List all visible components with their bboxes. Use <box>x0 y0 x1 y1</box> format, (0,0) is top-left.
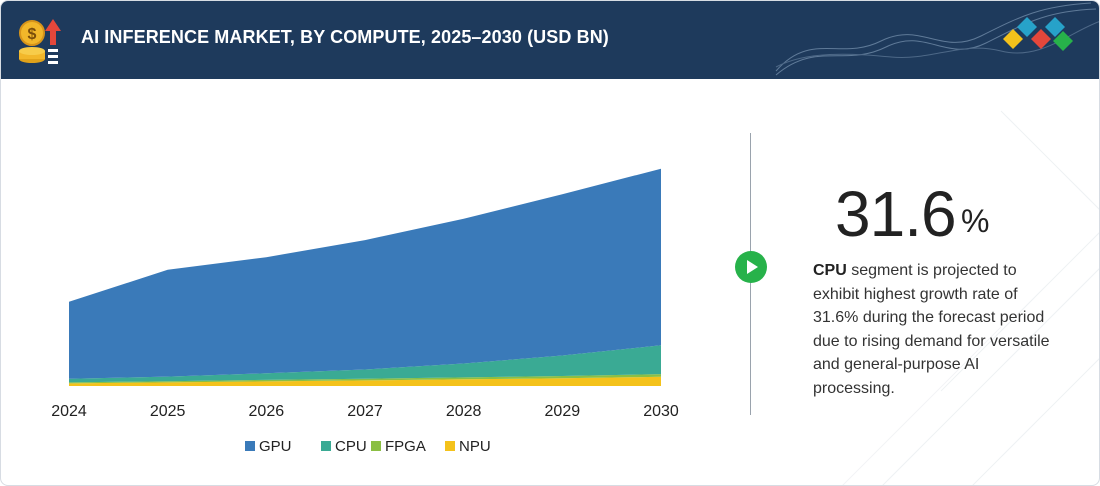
legend-item-cpu: CPU <box>321 438 367 455</box>
legend-label: CPU <box>335 438 367 455</box>
background-decoration <box>842 110 1099 485</box>
legend-swatch <box>371 441 381 451</box>
highlight-value: 31.6 <box>835 178 957 250</box>
area-cpu <box>69 345 661 383</box>
x-tick-label: 2028 <box>446 403 482 420</box>
decorative-wave-lines <box>775 2 1099 76</box>
x-tick-label: 2025 <box>150 403 186 420</box>
svg-text:$: $ <box>28 26 37 43</box>
legend-label: GPU <box>259 438 292 455</box>
area-gpu <box>69 168 661 379</box>
legend-item-npu: NPU <box>445 438 491 455</box>
legend-swatch <box>245 441 255 451</box>
chart-title: AI INFERENCE MARKET, BY COMPUTE, 2025–20… <box>81 27 609 47</box>
header-bar: $ AI INFERENCE MARKET, BY COMPUTE, 2025–… <box>1 1 1099 79</box>
highlight-description: CPU segment is projected to exhibit high… <box>813 259 1063 400</box>
stacked-area-chart: 2024 2025 2026 2027 2028 2029 2030 GPU CPU FPGA NP… <box>51 168 679 455</box>
x-tick-label: 2027 <box>347 403 383 420</box>
x-tick-label: 2029 <box>545 403 581 420</box>
legend-item-fpga: FPGA <box>371 438 426 455</box>
x-tick-label: 2024 <box>51 403 87 420</box>
legend-item-gpu: GPU <box>245 438 292 455</box>
legend-swatch <box>445 441 455 451</box>
legend-swatch <box>321 441 331 451</box>
legend-label: NPU <box>459 438 491 455</box>
legend-label: FPGA <box>385 438 426 455</box>
brand-logo-icon <box>1003 17 1073 51</box>
play-button-icon[interactable] <box>735 251 767 283</box>
highlight-text: segment is projected to exhibit highest … <box>813 262 1050 397</box>
x-tick-label: 2030 <box>643 403 679 420</box>
highlight-unit: % <box>961 203 990 239</box>
highlight-segment: CPU <box>813 262 847 279</box>
money-growth-icon: $ <box>19 19 61 64</box>
x-tick-label: 2026 <box>249 403 285 420</box>
area-npu <box>69 376 661 386</box>
area-fpga <box>69 374 661 384</box>
